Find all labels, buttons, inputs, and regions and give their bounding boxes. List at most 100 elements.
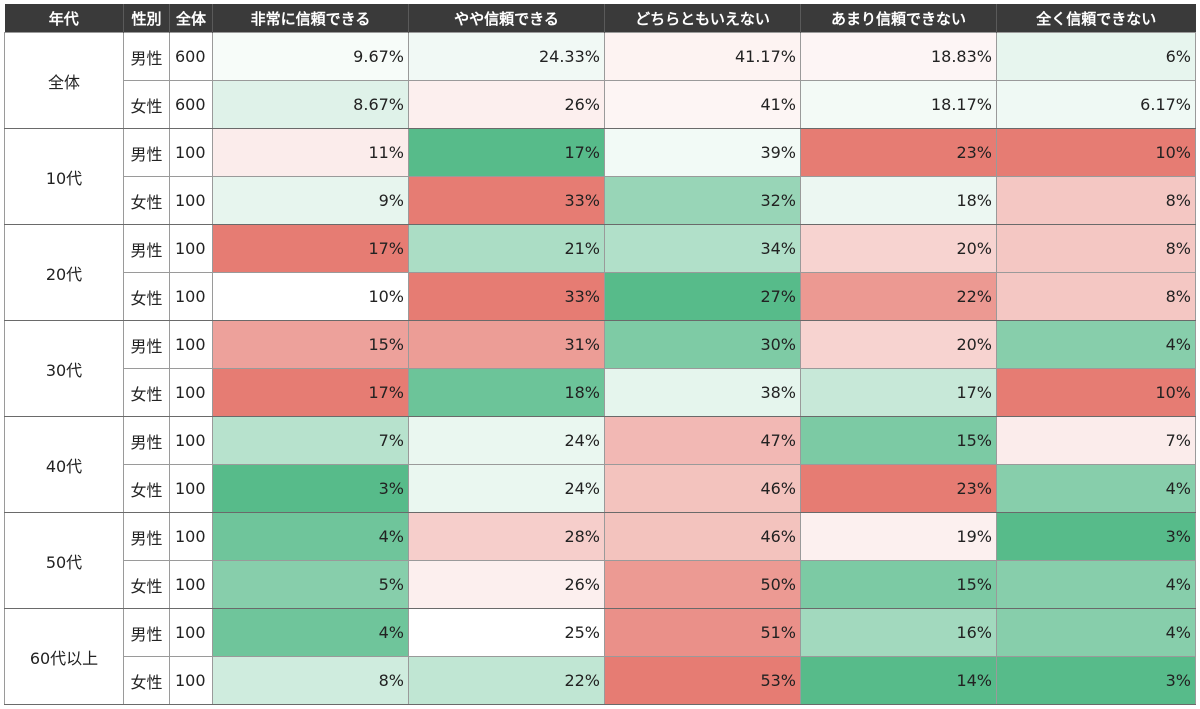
value-cell-not-trust: 4% <box>996 560 1196 609</box>
value-cell-neutral: 46% <box>604 464 801 513</box>
value-cell-very-trust: 11% <box>212 128 409 177</box>
value-cell-somewhat-distrust: 19% <box>800 512 997 561</box>
value-cell-not-trust: 4% <box>996 608 1196 657</box>
table-row: 全体 男性 600 9.67% 24.33% 41.17% 18.83% 6% <box>4 32 1196 129</box>
sex-cell: 女性 <box>123 560 170 609</box>
value-cell-somewhat-distrust: 23% <box>800 128 997 177</box>
value-cell-neutral: 51% <box>604 608 801 657</box>
age-group-cell: 60代以上 <box>4 608 124 705</box>
total-cell: 600 <box>169 80 213 129</box>
total-cell: 100 <box>169 128 213 177</box>
value-cell-somewhat-trust: 22% <box>408 656 605 705</box>
value-cell-somewhat-distrust: 20% <box>800 320 997 369</box>
header-somewhat-distrust: あまり信頼できない <box>800 4 997 33</box>
sex-cell: 男性 <box>123 224 170 273</box>
value-cell-somewhat-distrust: 14% <box>800 656 997 705</box>
value-cell-somewhat-trust: 18% <box>408 368 605 417</box>
value-cell-not-trust: 4% <box>996 320 1196 369</box>
total-cell: 600 <box>169 32 213 81</box>
value-cell-somewhat-distrust: 23% <box>800 464 997 513</box>
table-row: 女性 100 8% 22% 53% 14% 3% <box>5 656 1196 705</box>
value-cell-somewhat-distrust: 17% <box>800 368 997 417</box>
value-cell-very-trust: 9% <box>212 176 409 225</box>
sex-cell: 女性 <box>123 464 170 513</box>
value-cell-very-trust: 10% <box>212 272 409 321</box>
header-sex: 性別 <box>123 4 170 33</box>
value-cell-very-trust: 3% <box>212 464 409 513</box>
sex-cell: 女性 <box>123 176 170 225</box>
sex-cell: 男性 <box>123 32 170 81</box>
sex-cell: 男性 <box>123 416 170 465</box>
table-row: 女性 600 8.67% 26% 41% 18.17% 6.17% <box>5 80 1196 129</box>
value-cell-somewhat-distrust: 18.83% <box>800 32 997 81</box>
value-cell-somewhat-distrust: 16% <box>800 608 997 657</box>
header-row: 年代 性別 全体 非常に信頼できる やや信頼できる どちらともいえない あまり信… <box>4 4 1196 33</box>
value-cell-not-trust: 8% <box>996 272 1196 321</box>
age-group-cell: 20代 <box>4 224 124 321</box>
table-row: 女性 100 5% 26% 50% 15% 4% <box>5 560 1196 609</box>
value-cell-neutral: 41.17% <box>604 32 801 81</box>
table-body: 全体 男性 600 9.67% 24.33% 41.17% 18.83% 6% 女性 600 8.6… <box>4 32 1196 705</box>
sex-cell: 男性 <box>123 128 170 177</box>
table-row: 女性 100 3% 24% 46% 23% 4% <box>5 464 1196 513</box>
age-group-cell: 30代 <box>4 320 124 417</box>
value-cell-not-trust: 7% <box>996 416 1196 465</box>
value-cell-not-trust: 6.17% <box>996 80 1196 129</box>
header-somewhat-trust: やや信頼できる <box>408 4 605 33</box>
trust-survey-table: 年代 性別 全体 非常に信頼できる やや信頼できる どちらともいえない あまり信… <box>4 4 1196 705</box>
table-row: 50代 男性 100 4% 28% 46% 19% 3% <box>4 512 1196 609</box>
value-cell-very-trust: 7% <box>212 416 409 465</box>
value-cell-somewhat-trust: 25% <box>408 608 605 657</box>
table-row: 女性 100 17% 18% 38% 17% 10% <box>5 368 1196 417</box>
value-cell-very-trust: 4% <box>212 512 409 561</box>
sex-cell: 女性 <box>123 368 170 417</box>
value-cell-somewhat-distrust: 15% <box>800 416 997 465</box>
value-cell-neutral: 50% <box>604 560 801 609</box>
total-cell: 100 <box>169 368 213 417</box>
value-cell-neutral: 47% <box>604 416 801 465</box>
table-row: 40代 男性 100 7% 24% 47% 15% 7% <box>4 416 1196 513</box>
value-cell-somewhat-trust: 24.33% <box>408 32 605 81</box>
value-cell-very-trust: 8.67% <box>212 80 409 129</box>
value-cell-somewhat-trust: 24% <box>408 464 605 513</box>
total-cell: 100 <box>169 512 213 561</box>
value-cell-not-trust: 10% <box>996 368 1196 417</box>
value-cell-somewhat-trust: 31% <box>408 320 605 369</box>
value-cell-neutral: 46% <box>604 512 801 561</box>
value-cell-very-trust: 4% <box>212 608 409 657</box>
age-group-cell: 全体 <box>4 32 124 129</box>
value-cell-not-trust: 4% <box>996 464 1196 513</box>
age-group-cell: 40代 <box>4 416 124 513</box>
total-cell: 100 <box>169 176 213 225</box>
value-cell-somewhat-trust: 17% <box>408 128 605 177</box>
value-cell-very-trust: 17% <box>212 368 409 417</box>
table-row: 20代 男性 100 17% 21% 34% 20% 8% <box>4 224 1196 321</box>
value-cell-somewhat-distrust: 18% <box>800 176 997 225</box>
sex-cell: 女性 <box>123 656 170 705</box>
value-cell-somewhat-distrust: 22% <box>800 272 997 321</box>
total-cell: 100 <box>169 272 213 321</box>
value-cell-very-trust: 15% <box>212 320 409 369</box>
sex-cell: 男性 <box>123 512 170 561</box>
header-age: 年代 <box>4 4 124 33</box>
table-row: 10代 男性 100 11% 17% 39% 23% 10% <box>4 128 1196 225</box>
header-neutral: どちらともいえない <box>604 4 801 33</box>
table-row: 60代以上 男性 100 4% 25% 51% 16% 4% <box>4 608 1196 705</box>
sex-cell: 女性 <box>123 272 170 321</box>
value-cell-very-trust: 9.67% <box>212 32 409 81</box>
value-cell-somewhat-distrust: 20% <box>800 224 997 273</box>
table-row: 女性 100 10% 33% 27% 22% 8% <box>5 272 1196 321</box>
total-cell: 100 <box>169 224 213 273</box>
value-cell-somewhat-trust: 24% <box>408 416 605 465</box>
total-cell: 100 <box>169 320 213 369</box>
value-cell-somewhat-trust: 28% <box>408 512 605 561</box>
sex-cell: 女性 <box>123 80 170 129</box>
sex-cell: 男性 <box>123 608 170 657</box>
value-cell-not-trust: 8% <box>996 176 1196 225</box>
value-cell-very-trust: 8% <box>212 656 409 705</box>
value-cell-very-trust: 17% <box>212 224 409 273</box>
value-cell-not-trust: 6% <box>996 32 1196 81</box>
value-cell-neutral: 53% <box>604 656 801 705</box>
value-cell-somewhat-trust: 26% <box>408 560 605 609</box>
value-cell-somewhat-distrust: 15% <box>800 560 997 609</box>
